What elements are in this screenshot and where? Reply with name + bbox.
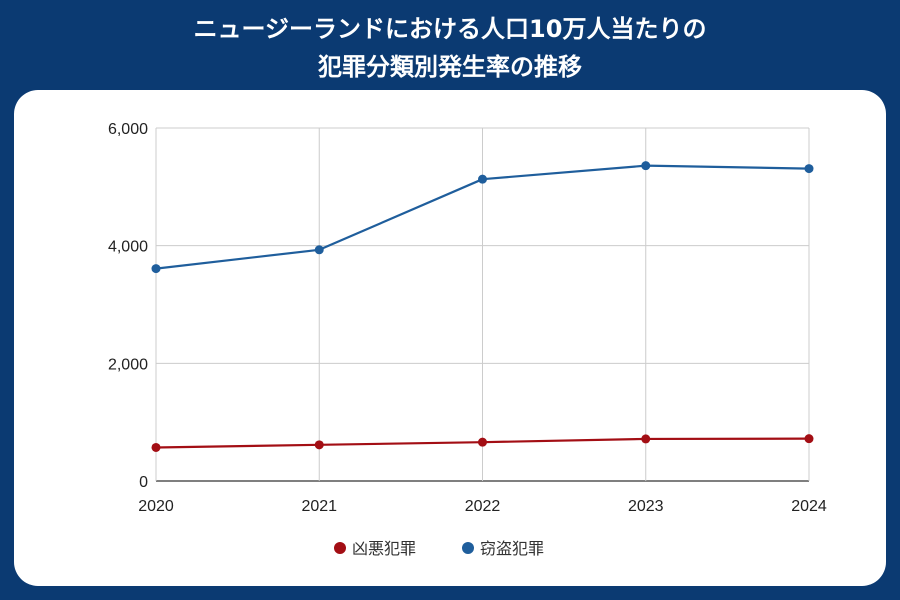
legend-marker bbox=[334, 542, 346, 554]
series-layer bbox=[151, 161, 814, 452]
x-tick-label: 2020 bbox=[138, 498, 174, 515]
data-point bbox=[478, 437, 487, 447]
x-tick-label: 2024 bbox=[791, 498, 827, 515]
data-point bbox=[478, 174, 487, 184]
y-tick-label: 2,000 bbox=[108, 356, 148, 373]
y-tick-label: 0 bbox=[139, 474, 148, 491]
legend-marker bbox=[462, 542, 474, 554]
chart-title-line-1: ニュージーランドにおける人口10万人当たりの bbox=[193, 15, 707, 43]
data-point bbox=[804, 164, 814, 174]
x-tick-label: 2023 bbox=[628, 498, 664, 515]
data-point bbox=[314, 440, 324, 450]
data-point bbox=[151, 442, 161, 452]
axes: 0 2,000 4,000 6,000 2020 2021 2022 2023 2024 bbox=[108, 121, 827, 515]
x-tick-label: 2021 bbox=[301, 498, 337, 515]
line-chart: 0 2,000 4,000 6,000 2020 2021 2022 2023 2024 凶悪犯… bbox=[108, 121, 827, 558]
data-point bbox=[151, 264, 161, 274]
chart-card: 0 2,000 4,000 6,000 2020 2021 2022 2023 2024 凶悪犯… bbox=[14, 90, 886, 586]
series-2 bbox=[151, 161, 814, 274]
y-tick-label: 4,000 bbox=[108, 239, 148, 256]
legend-label: 凶悪犯罪 bbox=[352, 539, 416, 558]
legend: 凶悪犯罪 窃盗犯罪 bbox=[334, 539, 544, 558]
chart-title-line-2: 犯罪分類別発生率の推移 bbox=[318, 53, 582, 81]
data-point bbox=[641, 161, 651, 171]
legend-label: 窃盗犯罪 bbox=[480, 539, 544, 558]
y-tick-label: 6,000 bbox=[108, 121, 148, 138]
gridlines bbox=[155, 127, 810, 482]
data-point bbox=[314, 245, 324, 255]
series-1 bbox=[151, 434, 814, 452]
data-point bbox=[641, 434, 651, 444]
x-tick-label: 2022 bbox=[465, 498, 501, 515]
legend-item: 窃盗犯罪 bbox=[462, 539, 544, 558]
legend-item: 凶悪犯罪 bbox=[334, 539, 416, 558]
chart-title: ニュージーランドにおける人口10万人当たりの 犯罪分類別発生率の推移 bbox=[0, 10, 900, 86]
data-point bbox=[804, 434, 814, 444]
